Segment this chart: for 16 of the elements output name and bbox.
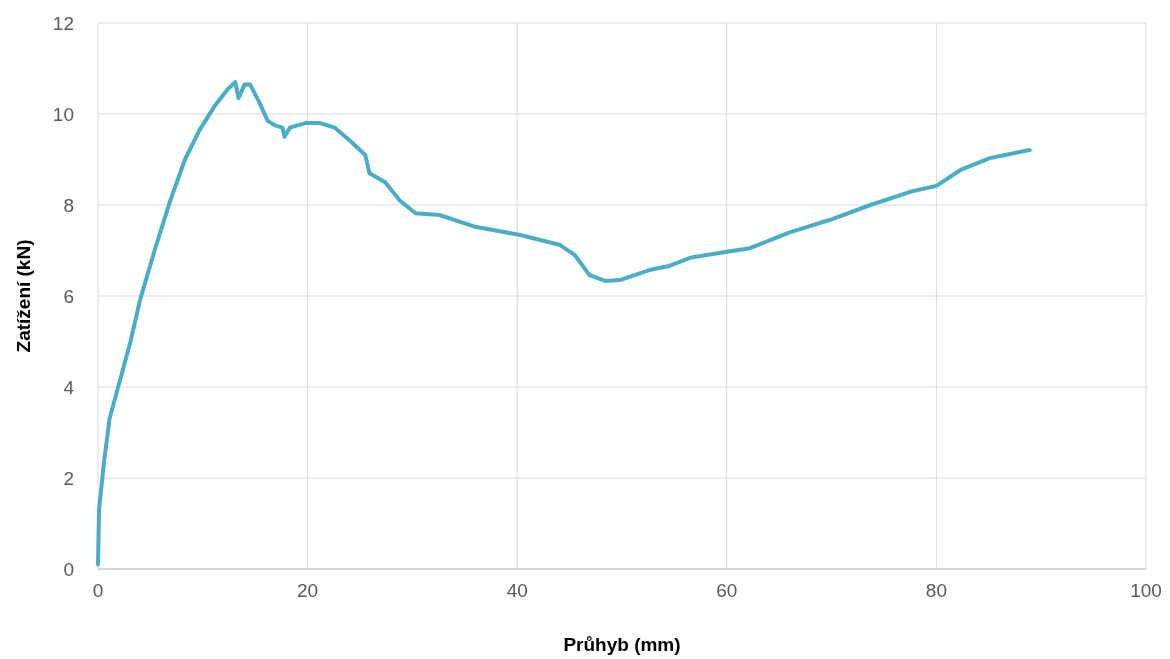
x-tick-label: 40 bbox=[506, 580, 528, 601]
y-tick-label: 2 bbox=[63, 468, 74, 489]
x-tick-label: 80 bbox=[925, 580, 947, 601]
y-tick-label: 6 bbox=[63, 286, 74, 307]
x-tick-label: 60 bbox=[716, 580, 738, 601]
y-tick-label: 4 bbox=[63, 377, 75, 398]
y-axis-title: Zatížení (kN) bbox=[13, 239, 34, 353]
x-tick-label: 20 bbox=[297, 580, 319, 601]
y-tick-label: 10 bbox=[52, 104, 74, 125]
y-tick-label: 8 bbox=[63, 195, 74, 216]
y-tick-label: 0 bbox=[63, 559, 74, 580]
line-series bbox=[96, 80, 1032, 567]
y-tick-label: 12 bbox=[52, 13, 74, 34]
x-tick-label: 0 bbox=[92, 580, 104, 601]
x-tick-label: 100 bbox=[1130, 580, 1162, 601]
x-axis-title: Průhyb (mm) bbox=[563, 634, 681, 655]
